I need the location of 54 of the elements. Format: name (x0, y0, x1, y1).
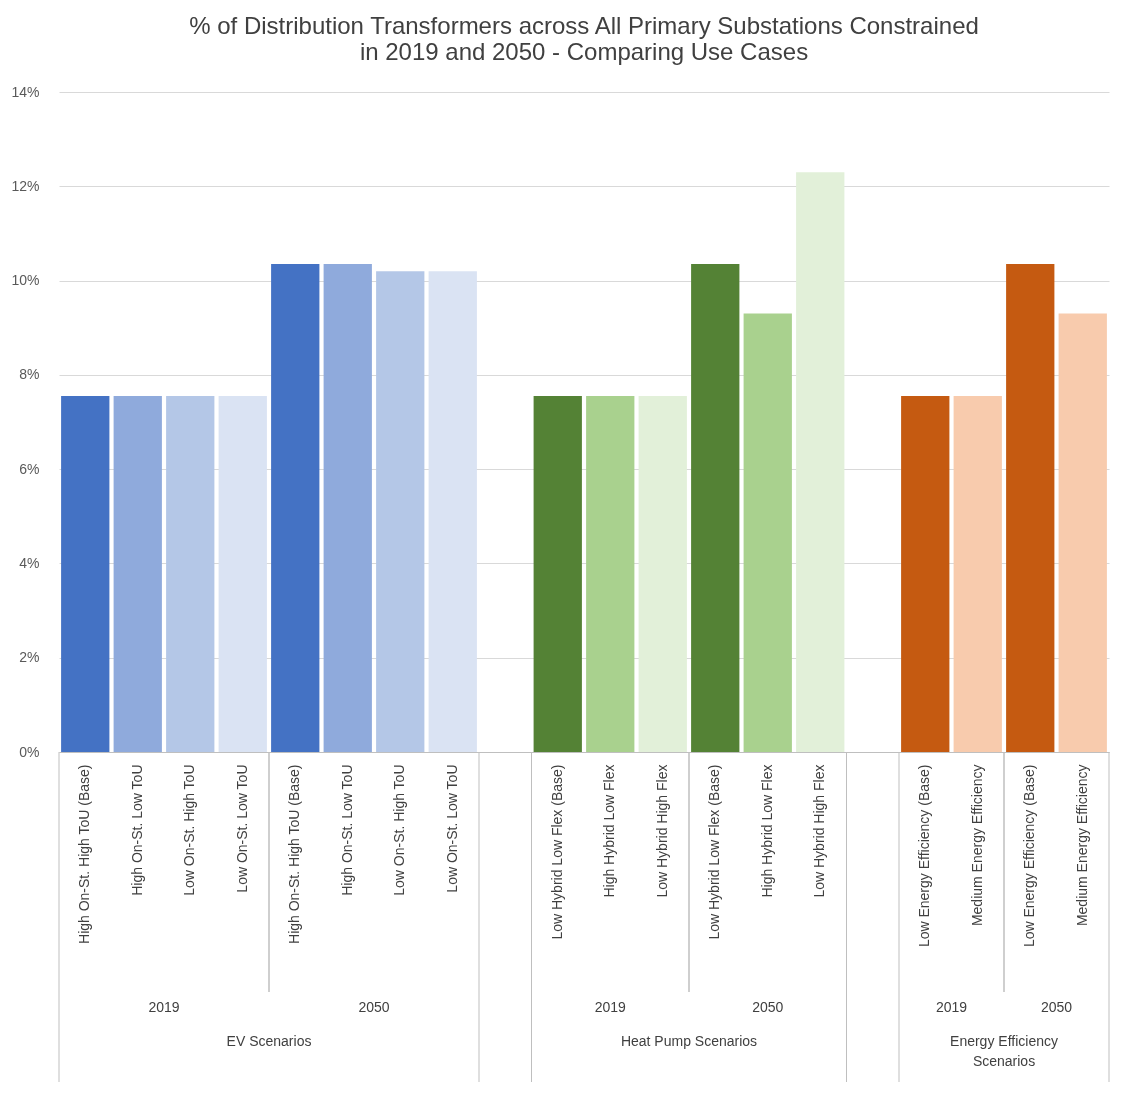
text: 2019 (594, 999, 627, 1015)
x-tick-label: Low Hybrid Low Flex (Base) (706, 764, 723, 940)
bar (61, 396, 110, 752)
text: 2019 (935, 999, 968, 1015)
bar (586, 396, 635, 752)
y-tick-label: 2% (19, 649, 40, 666)
x-tick-label: Low Hybrid High Flex (653, 764, 670, 898)
bar (271, 264, 320, 752)
text: EV Scenarios (226, 1033, 312, 1049)
bar (1058, 313, 1107, 752)
x-tick-label: Low On-St. Low ToU (443, 764, 460, 893)
bar (218, 396, 267, 752)
y-tick-label: 14% (11, 83, 40, 100)
bar (796, 172, 845, 752)
text: 2019 (148, 999, 180, 1015)
y-tick-label: 12% (11, 177, 40, 194)
text: Heat Pump Scenarios (620, 1033, 758, 1049)
y-tick-label: 4% (19, 554, 40, 571)
x-tick-label: Low On-St. Low ToU (233, 764, 250, 893)
x-tick-label: High On-St. Low ToU (338, 764, 355, 896)
x-tick-label: High On-St. High ToU (Base) (76, 764, 93, 944)
bar (901, 396, 950, 752)
x-tick-label: High Hybrid Low Flex (601, 764, 618, 898)
chart-title: % of Distribution Transformers across All Primary Substations Constrained in 2019 and 2050 - Comparing Use Cases (189, 12, 979, 65)
x-tick-label: Low Hybrid High Flex (811, 764, 828, 898)
text: 2050 (1040, 999, 1073, 1015)
x-tick-label: Low On-St. High ToU (391, 764, 408, 896)
x-tick-label: High On-St. Low ToU (128, 764, 145, 896)
x-tick-label: High On-St. High ToU (Base) (286, 764, 303, 944)
text: 2050 (752, 999, 784, 1015)
y-tick-label: 8% (19, 366, 40, 383)
y-tick-label: 6% (19, 460, 40, 477)
text: 2050 (358, 999, 390, 1015)
bar (691, 264, 740, 752)
x-tick-label: Low Energy Efficiency (Base) (916, 764, 933, 948)
x-tick-label: Medium Energy Efficiency (1073, 764, 1090, 927)
bar (533, 396, 582, 752)
x-tick-label: Low On-St. High ToU (181, 764, 198, 896)
x-tick-label: Low Hybrid Low Flex (Base) (548, 764, 565, 940)
y-tick-label: 0% (19, 743, 40, 760)
text: Energy Efficiency Scenarios (950, 1033, 1058, 1069)
bar (638, 396, 687, 752)
x-tick-label: Medium Energy Efficiency (968, 764, 985, 927)
bar (376, 271, 425, 752)
x-tick-label: Low Energy Efficiency (Base) (1021, 764, 1038, 948)
bar (323, 264, 372, 752)
y-tick-label: 10% (11, 272, 40, 289)
bar (428, 271, 477, 752)
x-tick-label: High Hybrid Low Flex (758, 764, 775, 898)
bar (743, 313, 792, 752)
bar (113, 396, 162, 752)
bar (166, 396, 215, 752)
bar (1006, 264, 1055, 752)
bar (953, 396, 1002, 752)
